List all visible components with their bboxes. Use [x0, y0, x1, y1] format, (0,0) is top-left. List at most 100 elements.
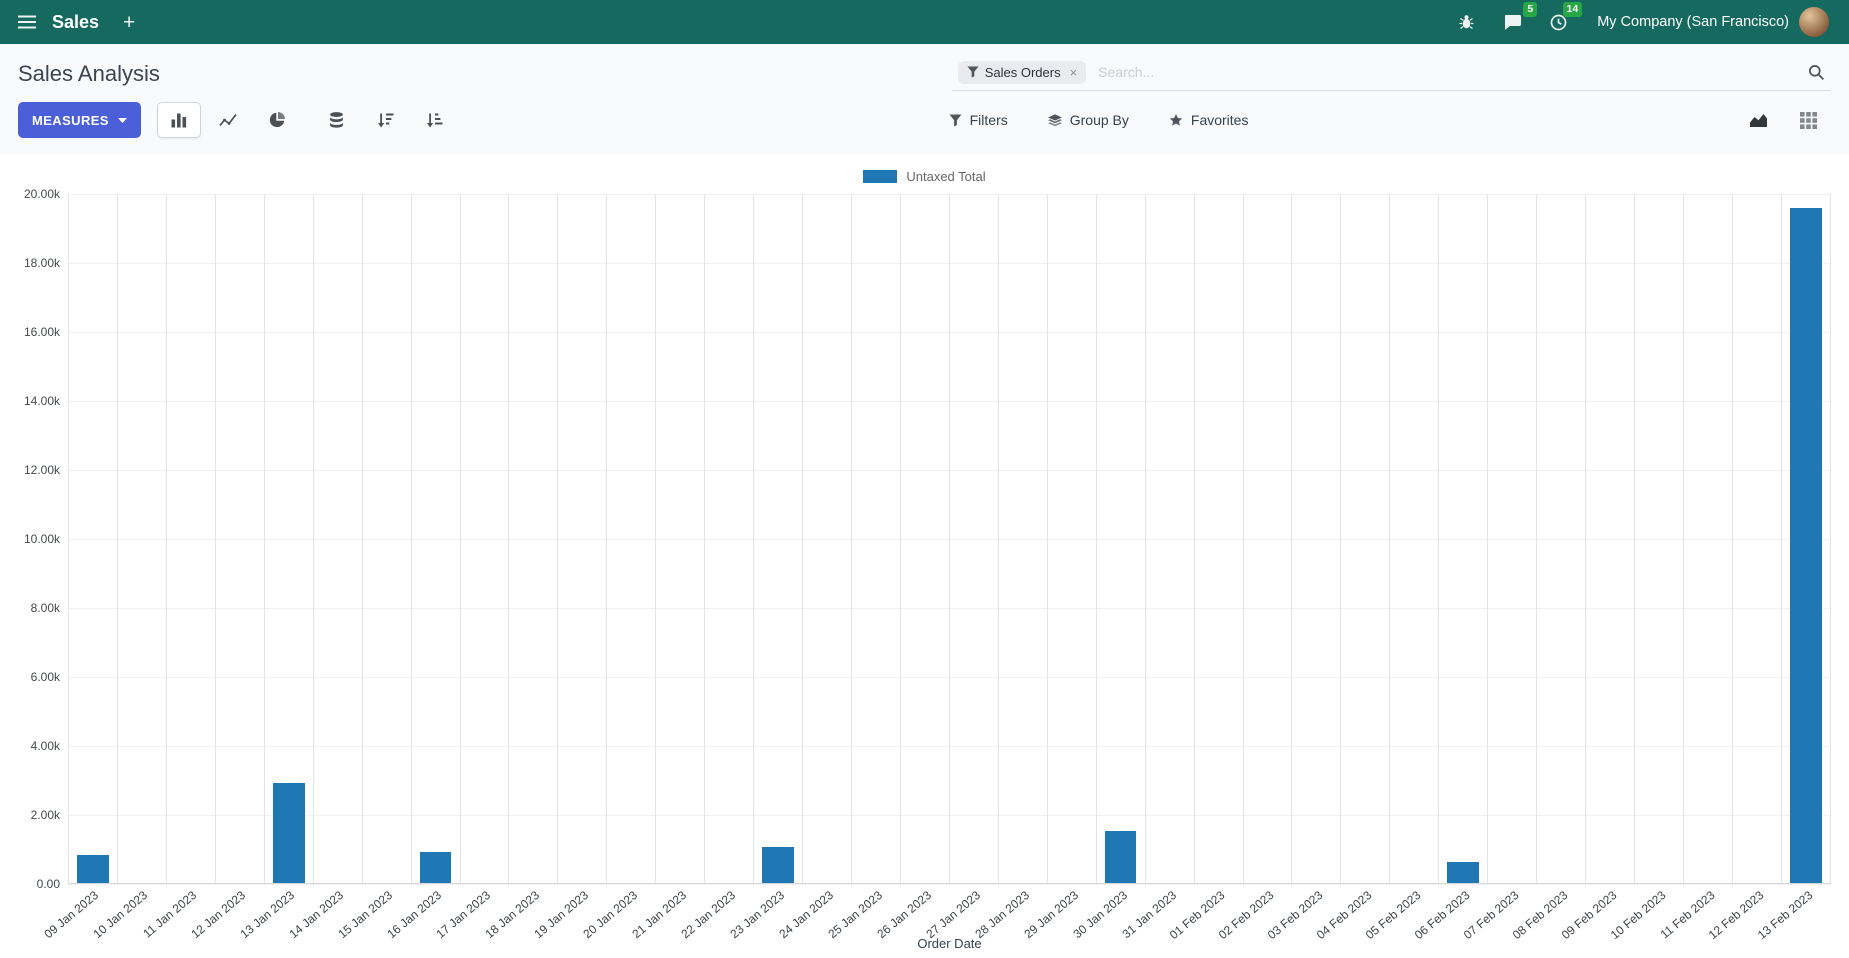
y-tick-label: 12.00k: [23, 463, 60, 477]
category-slot: [1536, 194, 1585, 883]
sort-desc-icon: [377, 113, 394, 128]
search-options: Filters Group By Favorites: [943, 102, 1255, 138]
apps-menu-button[interactable]: [14, 11, 40, 33]
bar[interactable]: [1789, 207, 1822, 883]
facet-remove-button[interactable]: ×: [1069, 64, 1078, 80]
bar-chart-button[interactable]: [156, 102, 201, 138]
pie-chart-button[interactable]: [255, 102, 299, 138]
y-tick-label: 4.00k: [30, 739, 60, 753]
category-slot: [1634, 194, 1683, 883]
user-menu[interactable]: My Company (San Francisco): [1591, 6, 1835, 38]
category-slot: [1682, 194, 1732, 883]
y-tick-label: 16.00k: [23, 325, 60, 339]
sort-asc-button[interactable]: [413, 102, 457, 138]
measures-label: MEASURES: [32, 112, 109, 128]
facet-label: Sales Orders: [984, 64, 1061, 80]
navbar-systray: 5 14 My Company (San Francisco): [1454, 1, 1835, 38]
bar[interactable]: [1447, 861, 1480, 883]
app-name[interactable]: Sales: [52, 11, 100, 32]
category-slot: [655, 194, 704, 883]
activities-badge: 14: [1562, 1, 1583, 18]
y-tick-label: 14.00k: [23, 394, 60, 408]
legend-swatch: [863, 169, 898, 183]
y-tick-label: 6.00k: [30, 670, 60, 684]
sort-asc-icon: [426, 113, 443, 128]
line-chart-icon: [219, 113, 237, 127]
plot-area: 20.00k 18.00k 16.00k 14.00k 12.00k 10.00k 8.00…: [24, 187, 1831, 891]
user-avatar: [1799, 7, 1829, 37]
graph-toolbar: MEASURES: [18, 102, 457, 138]
category-slot: [1731, 194, 1781, 883]
category-slot: [606, 194, 655, 883]
measures-button[interactable]: MEASURES: [18, 102, 141, 138]
messages-button[interactable]: 5: [1499, 1, 1538, 35]
category-slot: [1780, 194, 1831, 883]
category-slot: [68, 194, 117, 883]
search-facet[interactable]: Sales Orders ×: [957, 60, 1087, 84]
search-bar[interactable]: Sales Orders ×: [951, 57, 1831, 91]
bar[interactable]: [419, 852, 452, 883]
y-tick-label: 20.00k: [23, 187, 60, 201]
plot-grid: [68, 194, 1831, 884]
x-axis-labels: 09 Jan 2023 10 Jan 2023 11 Jan 2023 12 Jan …: [42, 884, 1831, 942]
chart-legend[interactable]: Untaxed Total: [0, 164, 1849, 188]
stacked-database-icon: [329, 112, 344, 128]
line-chart-button[interactable]: [206, 102, 250, 138]
filter-facet-icon: [967, 66, 979, 78]
page-title: Sales Analysis: [18, 61, 160, 86]
category-slot: [165, 194, 215, 883]
plus-icon: +: [123, 10, 136, 34]
group-by-label: Group By: [1069, 112, 1129, 128]
stacked-button[interactable]: [315, 102, 359, 138]
pivot-grid-icon: [1799, 111, 1817, 129]
graph-view-button[interactable]: [1735, 102, 1781, 138]
bug-icon: [1458, 14, 1475, 30]
favorites-button[interactable]: Favorites: [1163, 111, 1255, 129]
category-slot: [1438, 194, 1487, 883]
category-slot: [1585, 194, 1634, 883]
category-slot: [1487, 194, 1536, 883]
chat-icon: [1503, 14, 1522, 31]
layers-icon: [1047, 113, 1062, 127]
x-axis-title: Order Date: [917, 936, 982, 951]
y-tick-label: 8.00k: [30, 601, 60, 615]
pivot-view-button[interactable]: [1785, 102, 1831, 138]
filters-label: Filters: [969, 112, 1008, 128]
favorites-label: Favorites: [1190, 112, 1249, 128]
group-by-button[interactable]: Group By: [1042, 111, 1135, 129]
category-slot: [1389, 194, 1438, 883]
y-tick-label: 18.00k: [23, 256, 60, 270]
category-slot: [1291, 194, 1340, 883]
category-slot: [312, 194, 362, 883]
category-slot: [704, 194, 753, 883]
top-navbar: Sales + 5 14 My Company (San Francisco): [0, 0, 1849, 44]
category-slot: [802, 194, 851, 883]
hamburger-icon: [18, 15, 36, 29]
bar[interactable]: [1104, 831, 1137, 883]
category-slot: [1242, 194, 1292, 883]
category-slot: [459, 194, 509, 883]
debug-button[interactable]: [1454, 10, 1479, 34]
filters-button[interactable]: Filters: [943, 111, 1014, 129]
category-slot: [361, 194, 411, 883]
y-tick-label: 10.00k: [23, 532, 60, 546]
bar[interactable]: [762, 846, 794, 883]
messages-badge: 5: [1523, 1, 1538, 18]
category-slot: [410, 194, 460, 883]
search-input[interactable]: [1096, 63, 1798, 81]
category-slot: [1046, 194, 1096, 883]
bar[interactable]: [77, 855, 109, 883]
h-gridline: [68, 884, 1831, 885]
pie-chart-icon: [269, 112, 285, 128]
control-panel: Sales Analysis Sales Orders × MEASURES: [0, 44, 1849, 154]
activities-button[interactable]: 14: [1546, 1, 1583, 35]
search-icon[interactable]: [1808, 64, 1825, 81]
category-slot: [263, 194, 313, 883]
bar[interactable]: [272, 783, 305, 883]
category-slot: [753, 194, 802, 883]
sort-desc-button[interactable]: [364, 102, 408, 138]
category-slot: [508, 194, 557, 883]
area-chart-icon: [1749, 113, 1768, 128]
new-record-button[interactable]: +: [111, 8, 139, 37]
category-slot: [948, 194, 998, 883]
